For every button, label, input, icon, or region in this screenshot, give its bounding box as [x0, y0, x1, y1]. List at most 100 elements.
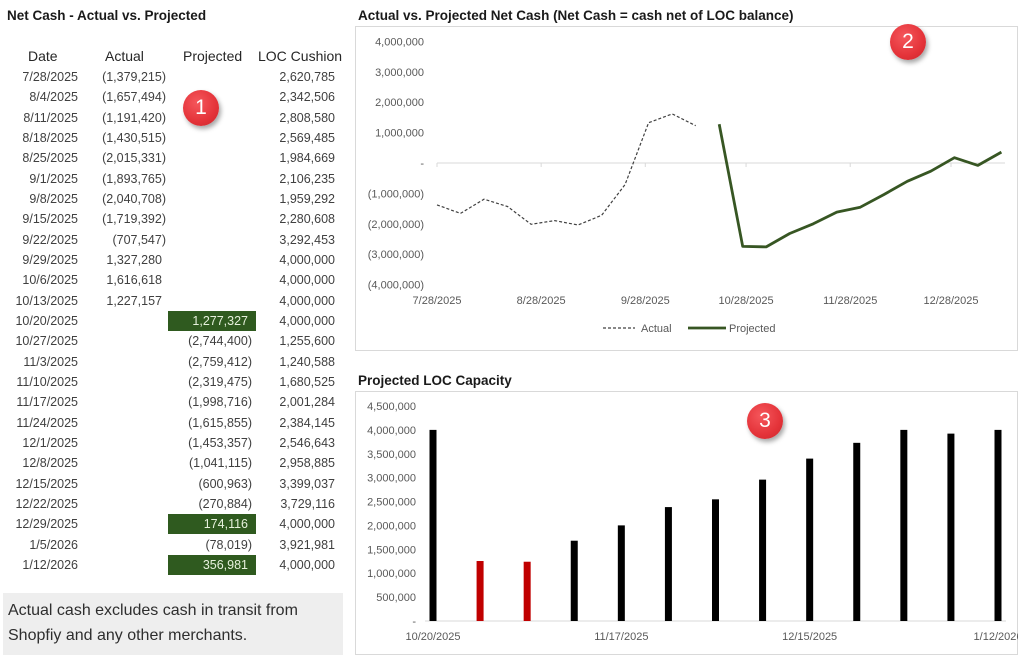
loc-cushion-cell: 1,984,669: [279, 151, 335, 166]
loc-cushion-cell: 4,000,000: [279, 273, 335, 288]
y-tick-label: 500,000: [376, 592, 416, 604]
date-cell: 10/6/2025: [22, 273, 78, 288]
table-row: 1/12/2026 356,981 4,000,000: [0, 554, 345, 575]
actual-cell: (707,547): [112, 232, 166, 247]
x-tick-label: 11/17/2025: [594, 631, 648, 643]
bar: [476, 561, 484, 621]
table-row: 8/4/2025 (1,657,494) 2,342,506: [0, 87, 345, 107]
date-cell: 8/11/2025: [23, 110, 78, 125]
actual-cell: 1,616,618: [106, 273, 162, 288]
y-tick-label: 1,000,000: [367, 568, 416, 580]
date-cell: 1/12/2026: [22, 557, 78, 572]
actual-cell: (2,040,708): [102, 191, 166, 206]
actual-cell: 1,327,280: [106, 252, 162, 267]
actual-cell: (1,893,765): [102, 171, 166, 186]
bar-chart-panel: [355, 391, 1018, 655]
x-tick-label: 10/28/2025: [719, 295, 774, 307]
bar: [617, 525, 625, 621]
date-cell: 9/8/2025: [29, 191, 78, 206]
projected-cell: (1,453,357): [188, 435, 252, 450]
actual-cell: (1,379,215): [102, 70, 166, 84]
date-cell: 11/10/2025: [16, 374, 78, 389]
actual-cell: (1,719,392): [102, 212, 166, 227]
loc-cushion-cell: 1,959,292: [279, 191, 335, 206]
projected-cell: (2,759,412): [188, 354, 252, 369]
bar: [853, 442, 861, 621]
annotation-badge-3: 3: [747, 403, 783, 439]
date-cell: 12/22/2025: [15, 496, 78, 511]
table-row: 10/20/2025 1,277,327 4,000,000: [0, 310, 345, 331]
loc-cushion-cell: 2,106,235: [279, 171, 335, 186]
table-row: 9/8/2025 (2,040,708) 1,959,292: [0, 189, 345, 209]
projected-series-line: [717, 123, 1003, 249]
projected-cell: (1,041,115): [188, 456, 252, 471]
loc-cushion-cell: 4,000,000: [279, 517, 335, 532]
date-cell: 8/25/2025: [22, 151, 78, 166]
table-row: 9/29/2025 1,327,280 4,000,000: [0, 250, 345, 270]
projected-cell: (2,319,475): [188, 374, 252, 389]
table-row: 12/1/2025 (1,453,357) 2,546,643: [0, 433, 345, 453]
loc-cushion-cell: 1,255,600: [279, 334, 335, 349]
date-cell: 9/15/2025: [22, 212, 78, 227]
y-tick-label: 1,500,000: [367, 544, 416, 556]
table-row: 1/5/2026 (78,019) 3,921,981: [0, 535, 345, 555]
date-cell: 10/27/2025: [15, 334, 78, 349]
loc-cushion-cell: 4,000,000: [279, 293, 335, 308]
table-row: 10/27/2025 (2,744,400) 1,255,600: [0, 331, 345, 351]
column-header-projected: Projected: [183, 48, 243, 64]
x-tick-label: 12/15/2025: [782, 631, 837, 643]
table-row: 8/11/2025 (1,191,420) 2,808,580: [0, 108, 345, 128]
y-tick-label: 3,500,000: [367, 449, 416, 461]
loc-cushion-cell: 2,342,506: [279, 90, 335, 105]
bar: [429, 429, 437, 621]
bar-chart-title: Projected LOC Capacity: [358, 373, 512, 388]
y-tick-label: (3,000,000): [368, 249, 424, 261]
table-row: 8/25/2025 (2,015,331) 1,984,669: [0, 148, 345, 168]
loc-cushion-cell: 3,921,981: [279, 537, 335, 552]
date-cell: 10/20/2025: [15, 313, 78, 328]
projected-cell: (600,963): [198, 476, 252, 491]
x-tick-label: 7/28/2025: [413, 295, 462, 307]
y-tick-label: 4,000,000: [375, 36, 424, 48]
actual-cell: 1,227,157: [106, 293, 162, 308]
date-cell: 9/29/2025: [22, 252, 78, 267]
bar: [900, 429, 908, 621]
date-cell: 7/28/2025: [22, 70, 78, 84]
x-tick-label: 8/28/2025: [517, 295, 566, 307]
x-tick-label: 12/28/2025: [923, 295, 978, 307]
loc-cushion-cell: 2,569,485: [279, 130, 335, 145]
y-tick-label: (2,000,000): [368, 219, 424, 231]
x-tick-label: 9/28/2025: [621, 295, 670, 307]
date-cell: 11/3/2025: [23, 354, 78, 369]
bar: [664, 507, 672, 621]
line-chart-panel: [355, 26, 1018, 351]
y-tick-label: -: [420, 158, 424, 170]
projected-cell: (78,019): [205, 537, 252, 552]
table-row: 12/8/2025 (1,041,115) 2,958,885: [0, 453, 345, 473]
table-row: 10/13/2025 1,227,157 4,000,000: [0, 291, 345, 311]
table-row: 12/29/2025 174,116 4,000,000: [0, 514, 345, 535]
projected-cell: (1,998,716): [188, 395, 252, 410]
y-tick-label: 3,000,000: [367, 473, 416, 485]
date-cell: 10/13/2025: [15, 293, 78, 308]
loc-cushion-cell: 4,000,000: [279, 252, 335, 267]
actual-series-line: [436, 113, 696, 226]
table-row: 12/22/2025 (270,884) 3,729,116: [0, 494, 345, 514]
table-title: Net Cash - Actual vs. Projected: [7, 8, 207, 23]
projected-cell: 356,981: [168, 554, 256, 575]
bar: [994, 429, 1002, 621]
date-cell: 12/15/2025: [15, 476, 78, 491]
date-cell: 12/1/2025: [22, 435, 78, 450]
loc-cushion-cell: 2,280,608: [279, 212, 335, 227]
x-tick-label: 10/20/2025: [405, 631, 460, 643]
legend-actual-label: Actual: [641, 323, 672, 335]
projected-cell: 174,116: [168, 514, 256, 535]
table-row: 11/10/2025 (2,319,475) 1,680,525: [0, 372, 345, 392]
loc-cushion-cell: 1,240,588: [279, 354, 335, 369]
y-tick-label: 1,000,000: [375, 128, 424, 140]
table-row: 8/18/2025 (1,430,515) 2,569,485: [0, 128, 345, 148]
loc-cushion-cell: 2,620,785: [279, 70, 335, 84]
projected-cell: 1,277,327: [168, 310, 256, 331]
